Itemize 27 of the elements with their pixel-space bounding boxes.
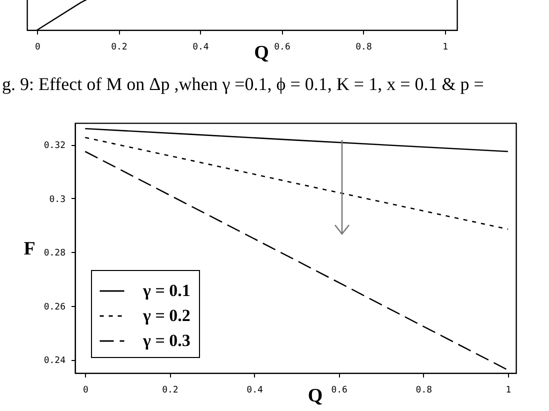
- x-tick-label: 0.2: [111, 42, 128, 52]
- x-tick-label: 0: [34, 42, 40, 52]
- y-tick-label: 0.32: [44, 141, 66, 152]
- y-tick-label: 0.24: [44, 356, 66, 366]
- legend-label: γ = 0.1: [142, 281, 190, 300]
- legend-label: γ = 0.3: [142, 331, 190, 350]
- x-tick-label: 0.6: [274, 42, 290, 52]
- y-tick-label: 0.28: [44, 248, 66, 259]
- x-tick-label: 1: [442, 42, 448, 52]
- x-axis-title: Q: [254, 42, 269, 64]
- y-tick-label: 0.26: [44, 302, 66, 312]
- x-tick-label: 0.8: [356, 42, 372, 52]
- line-series: [84, 128, 509, 152]
- x-tick-label: 0.4: [246, 386, 263, 396]
- y-tick-label: 0.3: [49, 194, 66, 205]
- legend-label: γ = 0.2: [142, 306, 190, 325]
- text: g. 9: Effect of M on Δp ,when γ =0.1, ϕ = 0.1, K = 1, x = 0.1 & p =: [2, 74, 484, 94]
- x-tick-label: 0.8: [416, 386, 432, 396]
- x-tick-label: 0.4: [192, 42, 209, 52]
- y-axis-title: F: [24, 238, 36, 260]
- x-tick-label: 0.2: [162, 386, 178, 396]
- x-tick-label: 0: [82, 386, 88, 396]
- line-series: [84, 150, 509, 371]
- x-tick-label: 1: [506, 386, 512, 396]
- x-axis-title: Q: [308, 386, 323, 406]
- x-tick-label: 0.6: [331, 386, 348, 396]
- line-series: [84, 136, 509, 230]
